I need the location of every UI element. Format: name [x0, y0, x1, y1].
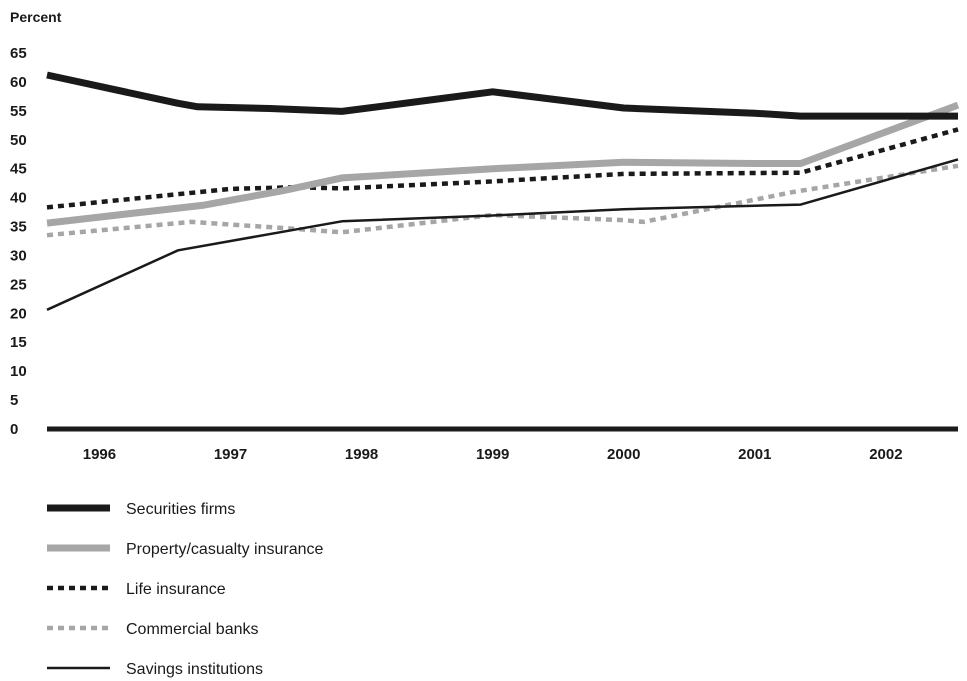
- series-line-commercial-banks: [46, 163, 959, 238]
- y-tick-label: 10: [10, 363, 27, 380]
- x-axis-ticks: 1996 1997 1998 1999 2000 2001 2002: [83, 446, 903, 463]
- legend-label: Property/casualty insurance: [126, 541, 324, 558]
- y-tick-label: 5: [10, 392, 18, 409]
- x-tick-label: 2002: [869, 446, 902, 463]
- y-tick-label: 50: [10, 132, 27, 149]
- y-tick-label: 40: [10, 190, 27, 207]
- y-axis-label: Percent: [10, 9, 62, 25]
- y-tick-label: 30: [10, 247, 27, 264]
- x-tick-label: 2001: [738, 446, 771, 463]
- x-tick-label: 1999: [476, 446, 509, 463]
- legend-label: Savings institutions: [126, 661, 263, 678]
- x-tick-label: 1996: [83, 446, 116, 463]
- legend-label: Securities firms: [126, 501, 235, 518]
- y-tick-label: 35: [10, 219, 27, 236]
- legend-label: Commercial banks: [126, 621, 258, 638]
- series-line-securities-firms: [46, 71, 958, 120]
- y-tick-label: 55: [10, 103, 27, 120]
- series-line-savings-institutions: [46, 158, 959, 311]
- x-tick-label: 1998: [345, 446, 378, 463]
- y-tick-label: 25: [10, 276, 27, 293]
- series-line-property-casualty-insurance: [46, 101, 960, 227]
- y-tick-label: 65: [10, 45, 27, 62]
- y-tick-label: 60: [10, 74, 27, 91]
- y-tick-label: 20: [10, 305, 27, 322]
- x-tick-label: 1997: [214, 446, 247, 463]
- legend-label: Life insurance: [126, 581, 226, 598]
- y-tick-label: 45: [10, 161, 27, 178]
- plot-area: [46, 71, 960, 311]
- y-tick-label: 0: [10, 421, 18, 438]
- x-tick-label: 2000: [607, 446, 640, 463]
- legend: Securities firms Property/casualty insura…: [47, 501, 324, 678]
- y-tick-label: 15: [10, 334, 27, 351]
- y-axis-ticks: 0 5 10 15 20 25 30 35 40 45 50 55 60 65: [10, 45, 27, 438]
